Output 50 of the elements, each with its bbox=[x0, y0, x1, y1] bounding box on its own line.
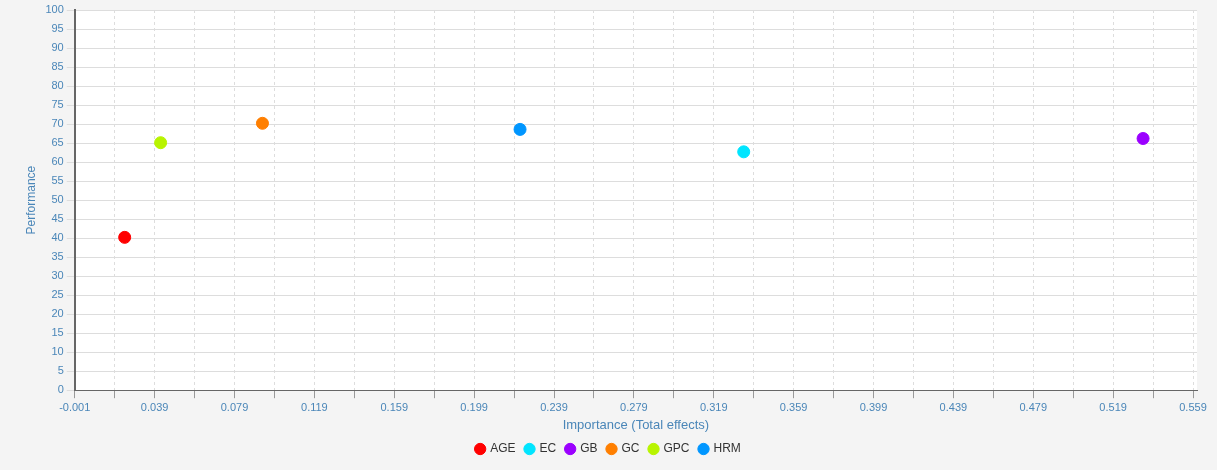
x-tick-label: 0.479 bbox=[1019, 400, 1048, 413]
point bbox=[513, 122, 527, 136]
y-tick-label: 55 bbox=[51, 174, 64, 187]
x-tick-label: 0.559 bbox=[1179, 400, 1207, 413]
x-tick-label: 0.239 bbox=[540, 400, 568, 413]
legend-label: HRM bbox=[713, 441, 741, 456]
point bbox=[154, 136, 168, 150]
legend-label: GPC bbox=[663, 441, 690, 456]
x-tick-label: 0.079 bbox=[220, 400, 249, 413]
y-tick-label: 10 bbox=[51, 345, 64, 358]
x-tick-label: 0.319 bbox=[699, 400, 728, 413]
y-tick-label: 65 bbox=[51, 136, 64, 149]
x-tick-label: -0.001 bbox=[59, 400, 91, 413]
x-tick-label: 0.159 bbox=[380, 400, 409, 413]
y-tick-label: 50 bbox=[51, 193, 64, 206]
y-tick-label: 45 bbox=[51, 212, 64, 225]
y-tick-label: 75 bbox=[51, 98, 64, 111]
legend-label: GB bbox=[580, 441, 598, 456]
y-tick-label: 85 bbox=[51, 60, 64, 73]
x-tick-label: 0.119 bbox=[301, 400, 328, 413]
y-tick-label: 95 bbox=[51, 22, 64, 35]
legend-label: EC bbox=[539, 441, 557, 456]
legend-label: AGE bbox=[490, 441, 516, 456]
x-axis-title: Importance (Total effects) bbox=[562, 416, 710, 432]
y-tick-label: 100 bbox=[45, 3, 64, 16]
y-tick-label: 25 bbox=[51, 288, 64, 301]
point bbox=[1136, 132, 1150, 146]
x-tick-label: 0.039 bbox=[140, 400, 169, 413]
y-tick-label: 0 bbox=[57, 383, 64, 396]
y-tick-label: 70 bbox=[51, 117, 64, 130]
y-tick-label: 80 bbox=[51, 79, 64, 92]
x-tick-label: 0.399 bbox=[859, 400, 888, 413]
y-tick-label: 90 bbox=[51, 41, 64, 54]
x-tick-label: 0.439 bbox=[939, 400, 968, 413]
point bbox=[737, 145, 751, 159]
point bbox=[255, 116, 269, 130]
y-tick-label: 35 bbox=[51, 250, 64, 263]
y-axis-title: Performance bbox=[23, 165, 38, 235]
y-tick-label: 60 bbox=[51, 155, 64, 168]
x-tick-label: 0.519 bbox=[1099, 400, 1127, 413]
legend-label: GC bbox=[621, 441, 640, 456]
y-tick-label: 5 bbox=[57, 364, 64, 377]
y-tick-label: 20 bbox=[51, 307, 64, 320]
x-tick-label: 0.199 bbox=[460, 400, 488, 413]
y-tick-label: 40 bbox=[51, 231, 64, 244]
x-tick-label: 0.359 bbox=[779, 400, 808, 413]
point bbox=[118, 230, 132, 244]
y-tick-label: 15 bbox=[51, 326, 64, 339]
x-tick-label: 0.279 bbox=[620, 400, 648, 413]
y-tick-label: 30 bbox=[51, 269, 64, 282]
